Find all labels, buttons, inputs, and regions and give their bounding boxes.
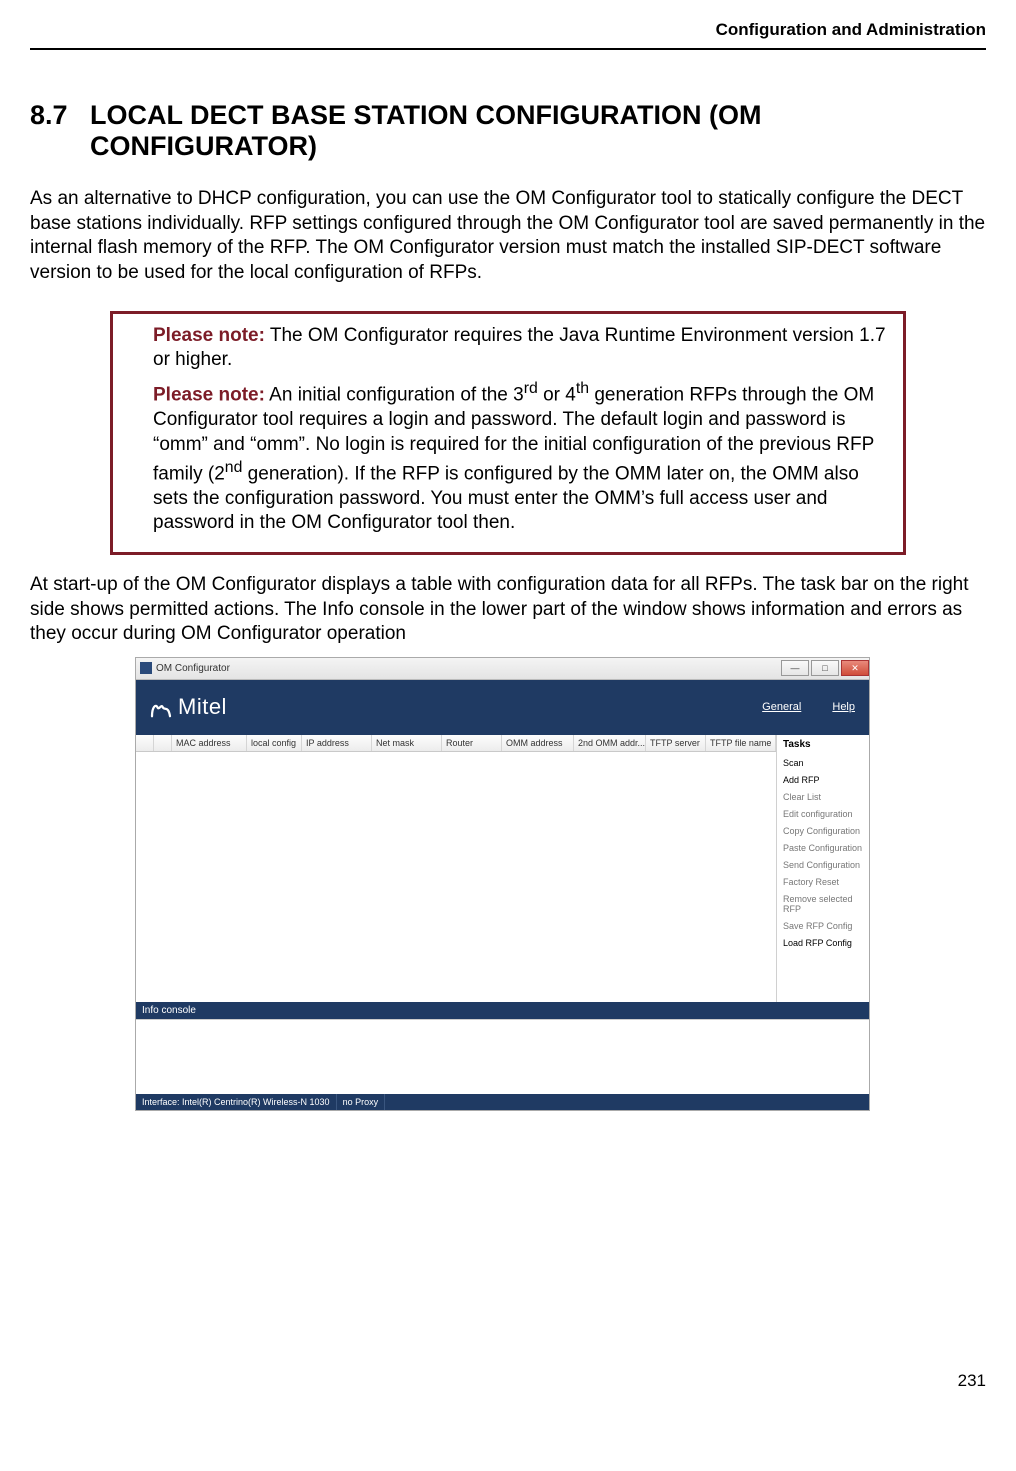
tasks-title: Tasks (783, 739, 863, 750)
app-icon (140, 662, 152, 674)
note-label-2: Please note: (153, 384, 265, 405)
note-box: Please note: The OM Configurator require… (110, 311, 906, 555)
menu-general[interactable]: General (748, 701, 801, 713)
window-title: OM Configurator (156, 663, 230, 674)
task-item[interactable]: Scan (783, 758, 863, 768)
page-number: 231 (30, 1371, 986, 1391)
note-2-sup1: rd (524, 380, 538, 397)
column-header[interactable] (154, 735, 172, 751)
note-2-tail: generation). If the RFP is configured by… (153, 463, 859, 533)
task-item: Copy Configuration (783, 826, 863, 836)
task-item: Clear List (783, 792, 863, 802)
task-item: Edit configuration (783, 809, 863, 819)
note-2-sup3: nd (225, 459, 243, 476)
column-header[interactable]: MAC address (172, 735, 247, 751)
status-bar: Interface: Intel(R) Centrino(R) Wireless… (136, 1094, 869, 1110)
mitel-logo: Mitel (150, 694, 227, 720)
column-header[interactable]: TFTP server (646, 735, 706, 751)
column-header[interactable]: Net mask (372, 735, 442, 751)
note-2: Please note: An initial configuration of… (128, 379, 888, 536)
column-header[interactable]: TFTP file name (706, 735, 776, 751)
table-column-headers: MAC addresslocal configIP addressNet mas… (136, 735, 776, 752)
task-item: Factory Reset (783, 877, 863, 887)
post-note-paragraph: At start-up of the OM Configurator displ… (30, 573, 986, 647)
status-proxy: no Proxy (337, 1094, 386, 1110)
task-item: Remove selected RFP (783, 894, 863, 914)
brand-bar: Mitel General Help (136, 680, 869, 735)
tasks-panel: Tasks Scan Add RFP Clear List Edit configur… (776, 735, 869, 1002)
section-title: LOCAL DECT BASE STATION CONFIGURATION (O… (90, 100, 986, 162)
column-header[interactable] (136, 735, 154, 751)
column-header[interactable]: 2nd OMM addr... (574, 735, 646, 751)
note-2-mid1: or 4 (538, 384, 576, 405)
task-item: Paste Configuration (783, 843, 863, 853)
task-item[interactable]: Load RFP Config (783, 938, 863, 948)
brand-menu: General Help (734, 701, 855, 713)
column-header[interactable]: IP address (302, 735, 372, 751)
menu-help[interactable]: Help (818, 701, 855, 713)
section-number: 8.7 (30, 100, 90, 162)
column-header[interactable]: local config (247, 735, 302, 751)
window-titlebar: OM Configurator — □ ✕ (136, 658, 869, 680)
minimize-button[interactable]: — (781, 660, 809, 676)
note-1: Please note: The OM Configurator require… (128, 324, 888, 373)
task-item: Send Configuration (783, 860, 863, 870)
maximize-button[interactable]: □ (811, 660, 839, 676)
brand-name: Mitel (178, 694, 227, 720)
om-configurator-screenshot: OM Configurator — □ ✕ Mitel General Help… (135, 657, 870, 1111)
menu-general-label: General (762, 701, 801, 713)
mitel-mark-icon (150, 698, 172, 716)
close-button[interactable]: ✕ (841, 660, 869, 676)
info-console-area (136, 1019, 869, 1094)
header-category: Configuration and Administration (716, 20, 986, 40)
note-2-sup2: th (576, 380, 589, 397)
task-item: Save RFP Config (783, 921, 863, 931)
table-grid[interactable] (136, 752, 776, 1002)
note-label-1: Please note: (153, 325, 265, 346)
info-console-bar[interactable]: Info console (136, 1002, 869, 1019)
task-item[interactable]: Add RFP (783, 775, 863, 785)
column-header[interactable]: OMM address (502, 735, 574, 751)
intro-paragraph: As an alternative to DHCP configuration,… (30, 187, 986, 286)
menu-help-label: Help (832, 701, 855, 713)
note-2-prefix: An initial configuration of the 3 (269, 384, 524, 405)
status-interface: Interface: Intel(R) Centrino(R) Wireless… (136, 1094, 337, 1110)
column-header[interactable]: Router (442, 735, 502, 751)
